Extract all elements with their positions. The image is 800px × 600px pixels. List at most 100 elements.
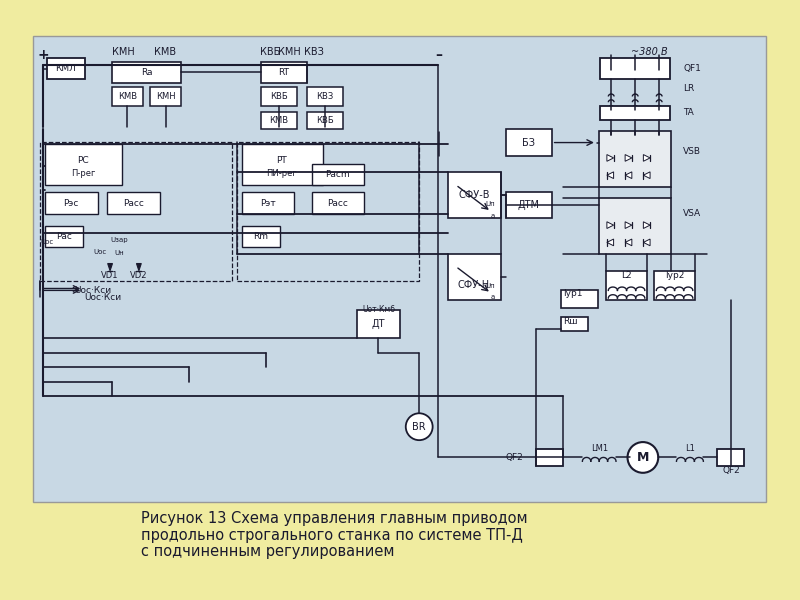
Polygon shape: [607, 239, 614, 246]
Text: a: a: [491, 212, 495, 218]
Text: КМН: КМН: [112, 47, 135, 58]
Text: КВБ: КВБ: [260, 47, 280, 58]
Text: Uос: Uос: [40, 239, 54, 245]
Text: L2: L2: [622, 271, 632, 280]
Circle shape: [406, 413, 433, 440]
Text: Рэт: Рэт: [260, 199, 275, 208]
Bar: [261, 112, 298, 129]
Text: Uн: Uн: [114, 250, 123, 256]
Bar: [237, 142, 419, 281]
Text: КМВ: КМВ: [154, 47, 176, 58]
Polygon shape: [108, 263, 113, 271]
Polygon shape: [137, 263, 142, 271]
Text: Iур1: Iур1: [563, 289, 582, 298]
Text: СФУ-В: СФУ-В: [458, 190, 490, 200]
Text: VD1: VD1: [102, 271, 119, 280]
Bar: [598, 198, 670, 254]
Bar: [107, 193, 160, 214]
Bar: [312, 193, 365, 214]
Text: a: a: [491, 294, 495, 300]
Polygon shape: [607, 222, 614, 229]
Polygon shape: [625, 172, 632, 179]
Polygon shape: [643, 222, 650, 229]
Text: Расm: Расm: [326, 170, 350, 179]
Bar: [40, 142, 232, 281]
Text: TA: TA: [683, 108, 694, 117]
Bar: [150, 87, 181, 106]
Bar: [448, 254, 501, 300]
Bar: [34, 36, 766, 502]
Bar: [261, 87, 298, 106]
Text: VSB: VSB: [683, 146, 701, 155]
Bar: [562, 290, 598, 308]
Text: Расс: Расс: [327, 199, 348, 208]
Bar: [357, 310, 400, 338]
Text: Рэс: Рэс: [63, 199, 78, 208]
Text: СФУ-Н: СФУ-Н: [458, 280, 490, 290]
Text: КМЛ: КМЛ: [55, 64, 76, 73]
Polygon shape: [643, 239, 650, 246]
Text: +: +: [37, 48, 49, 62]
Bar: [717, 449, 744, 466]
Bar: [448, 172, 501, 218]
Text: QF2: QF2: [722, 466, 740, 475]
Text: M: M: [637, 451, 649, 464]
Text: ~380 В: ~380 В: [631, 47, 668, 58]
Bar: [562, 317, 588, 331]
Text: Uп: Uп: [486, 283, 495, 289]
Text: Расс: Расс: [122, 199, 143, 208]
Bar: [112, 62, 181, 83]
Bar: [112, 87, 142, 106]
Text: КМН: КМН: [156, 92, 175, 101]
Text: КВЗ: КВЗ: [304, 47, 324, 58]
Text: БЗ: БЗ: [522, 137, 535, 148]
Text: Uос: Uос: [93, 249, 106, 255]
Text: Uос·Кси: Uос·Кси: [74, 286, 111, 295]
Bar: [261, 62, 307, 83]
Bar: [606, 271, 646, 300]
Bar: [506, 129, 552, 156]
Bar: [600, 58, 670, 79]
Bar: [45, 193, 98, 214]
Bar: [654, 271, 694, 300]
Bar: [600, 106, 670, 119]
Bar: [242, 226, 280, 247]
Polygon shape: [607, 155, 614, 161]
Text: ДТМ: ДТМ: [518, 200, 540, 210]
Bar: [45, 226, 83, 247]
Text: КВБ: КВБ: [316, 116, 334, 125]
Bar: [598, 131, 670, 187]
Text: Uп: Uп: [486, 201, 495, 207]
Bar: [45, 145, 122, 185]
Text: Рисунок 13 Схема управления главным приводом: Рисунок 13 Схема управления главным прив…: [141, 511, 527, 526]
Text: Рас: Рас: [56, 232, 72, 241]
Text: РС: РС: [78, 156, 89, 165]
Text: продольно строгального станка по системе ТП-Д: продольно строгального станка по системе…: [141, 528, 522, 542]
Bar: [307, 87, 343, 106]
Bar: [307, 112, 343, 129]
Bar: [46, 58, 85, 79]
Text: Iур2: Iур2: [665, 271, 684, 280]
Text: Rш: Rш: [563, 317, 578, 326]
Text: LR: LR: [683, 84, 694, 93]
Text: VD2: VD2: [130, 271, 148, 280]
Polygon shape: [625, 155, 632, 161]
Polygon shape: [625, 239, 632, 246]
Bar: [536, 449, 563, 466]
Text: –: –: [435, 48, 442, 62]
Circle shape: [627, 442, 658, 473]
Text: Rm: Rm: [254, 232, 268, 241]
Text: КМВ: КМВ: [270, 116, 289, 125]
Text: QF2: QF2: [505, 453, 523, 462]
Text: КМВ: КМВ: [118, 92, 137, 101]
Text: с подчиненным регулированием: с подчиненным регулированием: [141, 544, 394, 559]
Text: Uзар: Uзар: [110, 236, 127, 242]
Text: QF1: QF1: [683, 64, 701, 73]
Text: L1: L1: [685, 444, 695, 454]
Bar: [506, 191, 552, 218]
Text: П-рег: П-рег: [71, 169, 95, 178]
Bar: [242, 145, 323, 185]
Polygon shape: [625, 222, 632, 229]
Text: ПИ-рег: ПИ-рег: [266, 169, 298, 178]
Text: Uос·Кси: Uос·Кси: [84, 293, 121, 302]
